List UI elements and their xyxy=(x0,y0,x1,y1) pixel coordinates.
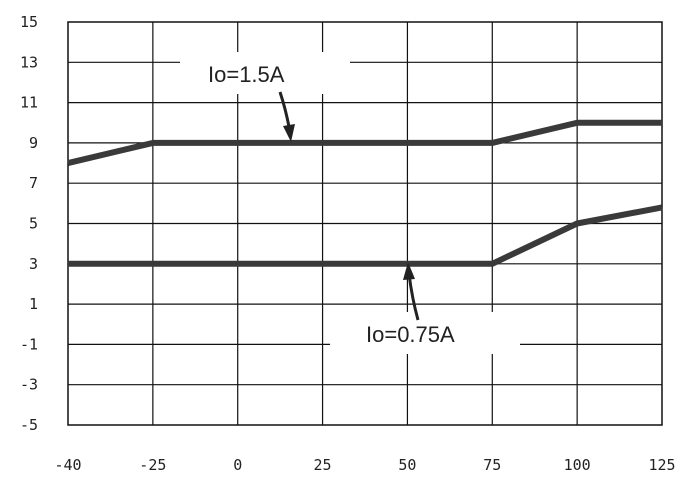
y-tick-label: 5 xyxy=(29,215,38,233)
y-tick-label: 9 xyxy=(29,134,38,152)
x-tick-label: 50 xyxy=(398,456,416,474)
y-tick-label: 3 xyxy=(29,255,38,273)
y-tick-label: 1 xyxy=(29,295,38,313)
y-tick-label: 15 xyxy=(20,13,38,31)
annotation-1-background xyxy=(180,52,350,94)
annotation-2-arrowhead xyxy=(403,262,415,280)
x-tick-label: 125 xyxy=(648,456,675,474)
x-tick-label: 75 xyxy=(483,456,501,474)
y-tick-label: 13 xyxy=(20,53,38,71)
series-group xyxy=(67,119,663,267)
series-line-1 xyxy=(67,119,662,167)
y-tick-label: -5 xyxy=(20,416,38,434)
y-tick-label: 11 xyxy=(20,94,38,112)
x-tick-label: 0 xyxy=(233,456,242,474)
annotation-2-background xyxy=(330,312,520,354)
annotation-1-arrowhead xyxy=(283,124,295,142)
annotation-2-label: Io=0.75A xyxy=(366,322,455,347)
x-tick-label: -40 xyxy=(54,456,81,474)
y-tick-label: -1 xyxy=(20,335,38,353)
x-tick-label: 25 xyxy=(314,456,332,474)
y-tick-label: -3 xyxy=(20,376,38,394)
series-line-2 xyxy=(68,204,663,267)
x-tick-label: -25 xyxy=(139,456,166,474)
annotation-1-label: Io=1.5A xyxy=(208,62,285,87)
x-tick-label: 100 xyxy=(564,456,591,474)
y-tick-label: 7 xyxy=(29,174,38,192)
